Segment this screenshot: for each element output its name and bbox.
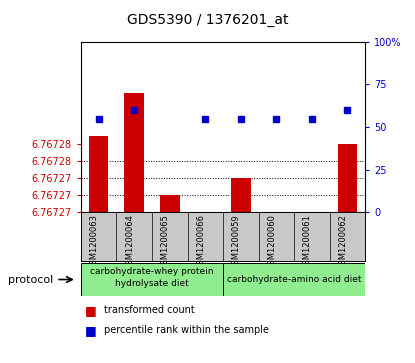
Text: transformed count: transformed count bbox=[104, 305, 195, 315]
Text: GSM1200061: GSM1200061 bbox=[303, 214, 312, 270]
Text: GSM1200059: GSM1200059 bbox=[232, 214, 241, 270]
Bar bbox=[223, 263, 365, 296]
Text: protocol: protocol bbox=[8, 274, 54, 285]
Text: carbohydrate-amino acid diet: carbohydrate-amino acid diet bbox=[227, 275, 361, 284]
Bar bbox=[160, 195, 180, 212]
Text: ■: ■ bbox=[85, 324, 97, 337]
Bar bbox=[338, 144, 357, 212]
Bar bbox=[124, 93, 144, 212]
Text: GSM1200060: GSM1200060 bbox=[267, 214, 276, 270]
Bar bbox=[89, 135, 108, 212]
Text: ■: ■ bbox=[85, 304, 97, 317]
Text: GSM1200062: GSM1200062 bbox=[339, 214, 347, 270]
Text: GSM1200065: GSM1200065 bbox=[161, 214, 170, 270]
Bar bbox=[195, 212, 215, 229]
Text: GSM1200064: GSM1200064 bbox=[125, 214, 134, 270]
Text: GSM1200063: GSM1200063 bbox=[90, 214, 99, 270]
Text: carbohydrate-whey protein
hydrolysate diet: carbohydrate-whey protein hydrolysate di… bbox=[90, 268, 214, 288]
Text: percentile rank within the sample: percentile rank within the sample bbox=[104, 325, 269, 335]
Text: GSM1200066: GSM1200066 bbox=[196, 214, 205, 270]
Bar bbox=[81, 263, 223, 296]
Bar bbox=[302, 212, 322, 229]
Text: GDS5390 / 1376201_at: GDS5390 / 1376201_at bbox=[127, 13, 288, 27]
Bar bbox=[231, 178, 251, 212]
Bar bbox=[266, 212, 286, 221]
